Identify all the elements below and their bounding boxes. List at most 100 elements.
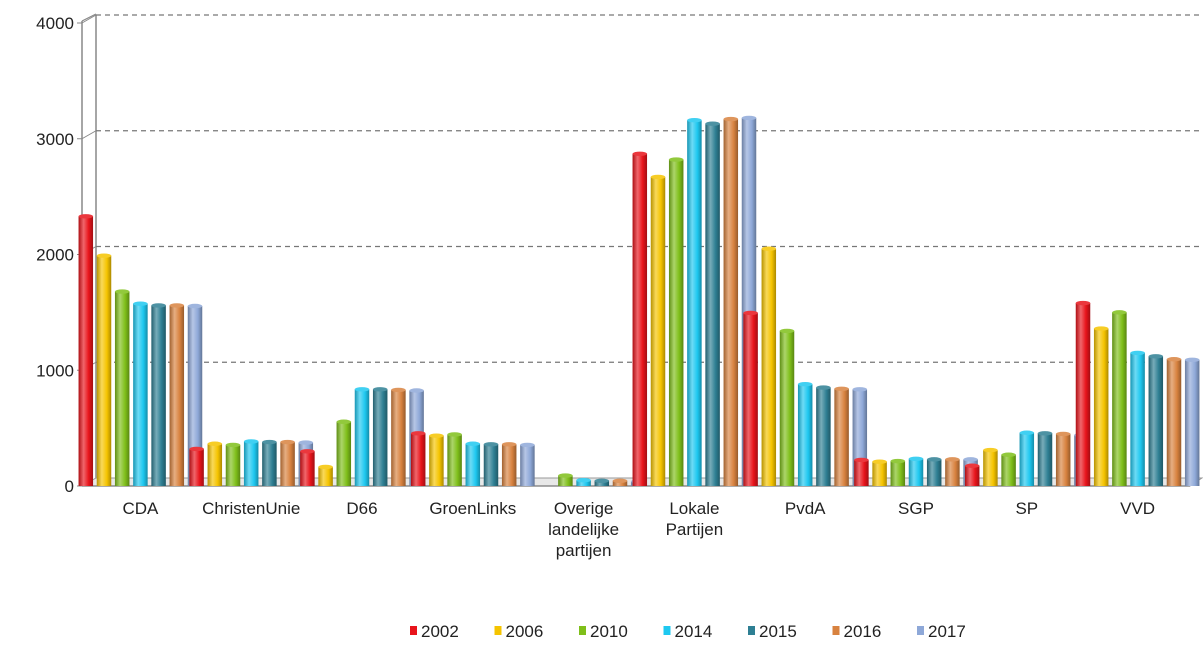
bar-2010-groenlinks [447,434,462,486]
category-label: Overige [554,499,614,518]
gridline-side [81,130,97,140]
bar-top [187,303,203,309]
bars [78,115,1200,487]
legend-swatch-2017 [917,626,924,635]
x-axis-categories: CDA ChristenUnie D66 GroenLinks Overige lande… [122,499,1155,560]
category-label: SP [1015,499,1038,518]
bar-top [576,478,591,483]
bar-2006-lokale-partijen [650,176,666,486]
bar-top [372,387,388,392]
y-tick-label: 0 [65,477,74,496]
bar-2006-vvd [1093,328,1109,486]
bar-top [834,386,849,391]
bar-2016-d66 [391,389,406,486]
bar-top [298,440,314,445]
bar-top [354,387,370,392]
bar-top [1130,350,1145,356]
y-tick-label: 4000 [36,14,74,33]
category-label: Lokale [669,499,719,518]
bar-2017-vvd [1184,359,1200,486]
category-label: SGP [898,499,934,518]
legend-label-2010: 2010 [590,622,628,641]
bar-top [854,457,869,463]
bar-top [612,478,628,483]
bar-2002-sgp [854,459,869,486]
bar-top [558,473,573,478]
bar-2016-christenunie [280,442,295,486]
bar-top [668,157,684,162]
bar-2016-lokale-partijen [723,119,739,486]
bar-top [465,441,481,446]
bar-2017-groenlinks [520,444,535,486]
bar-top [520,442,535,448]
bar-top [409,388,424,393]
bar-2006-pvda [761,248,777,486]
category-label: Partijen [666,520,724,539]
bar-top [169,303,185,308]
bar-top [743,310,758,316]
bar-2010-pvda [779,330,795,486]
legend-swatch-2015 [748,626,755,635]
bar-top [852,387,868,392]
bar-2010-vvd [1112,312,1127,486]
bar-2006-groenlinks [429,435,444,486]
bar-top [983,447,998,453]
bar-2016-sgp [945,459,960,486]
bar-2016-vvd [1166,359,1182,486]
bar-2010-d66 [336,421,352,486]
bar-2015-vvd [1148,356,1164,486]
bar-top [816,385,831,390]
legend-label-2006: 2006 [506,622,544,641]
bar-2015-d66 [372,389,388,486]
legend-label-2014: 2014 [675,622,713,641]
legend-label-2016: 2016 [844,622,882,641]
bar-top [723,116,739,122]
gridline-side [81,14,97,24]
bar-2017-cda [187,306,203,486]
bar-top [151,303,166,308]
legend-swatch-2016 [832,626,840,635]
bar-2014-vvd [1130,352,1145,486]
bar-top [429,433,444,438]
axis-corner-edge [81,13,97,22]
y-tick-label: 2000 [36,246,74,265]
bar-2002-d66 [300,451,315,486]
bar-2015-overige-landelijke-partijen [594,480,610,486]
bar-top [1166,357,1182,362]
bar-top [926,457,942,462]
bar-top [797,381,813,387]
bar-2014-overige-landelijke-partijen [576,480,591,486]
bar-2014-groenlinks [465,443,481,486]
bar-2015-sp [1037,433,1053,486]
bar-top [318,464,333,470]
category-label: CDA [122,499,159,518]
bar-2002-christenunie [189,448,204,486]
bar-top [761,246,777,251]
bar-2006-sp [983,450,998,486]
bar-2015-cda [151,305,166,486]
category-label: GroenLinks [429,499,516,518]
bar-2015-groenlinks [483,444,499,486]
bar-top [447,432,462,437]
bar-top [501,442,517,447]
bar-top [1075,300,1091,306]
bar-top [1148,354,1164,359]
bar-top [594,478,610,483]
bar-top [779,328,795,334]
bar-2010-sp [1001,454,1016,486]
bar-top [741,115,757,121]
bar-2014-christenunie [243,441,259,486]
bar-top [243,439,259,444]
bar-2006-cda [96,255,112,486]
bar-top [1112,310,1127,315]
bar-2002-vvd [1075,303,1091,486]
bar-2014-sgp [908,458,924,486]
bar-2006-sgp [872,461,887,486]
bar-top [280,439,295,445]
bar-2002-sp [964,465,980,486]
bar-2016-groenlinks [501,444,517,486]
bar-top [687,118,702,123]
bar-2014-pvda [797,384,813,486]
bar-2002-pvda [743,312,758,486]
